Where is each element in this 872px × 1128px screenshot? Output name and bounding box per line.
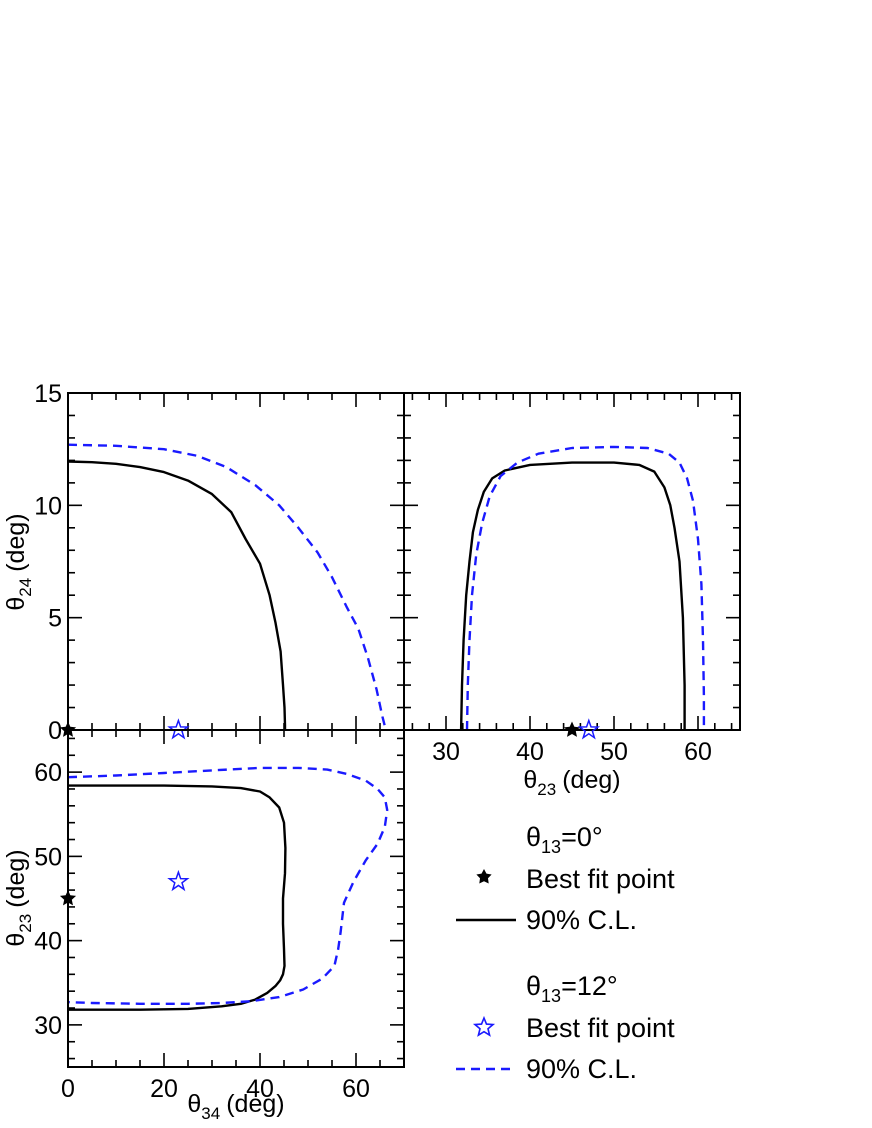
panel-bl-xtick-labels: 0 20 40 60 (61, 1075, 370, 1103)
best-fit-star-filled (59, 890, 77, 906)
legend-title-theta13-0: θ13=0° (526, 822, 603, 857)
x-tick-label: 30 (432, 738, 460, 766)
y-tick-label: 10 (34, 492, 62, 520)
panel-bl-y-axis-title: θ23(deg) (2, 849, 35, 946)
panel-bl-ticks (67, 730, 405, 1067)
panel_tl-solid-contour (67, 460, 287, 730)
x-tick-label: 50 (600, 738, 628, 766)
best-fit-star-filled (563, 721, 581, 737)
panel-tr-x-axis-title: θ23 (deg) (523, 766, 620, 799)
x-tick-label: 20 (150, 1075, 178, 1103)
x-tick-label: 40 (516, 738, 544, 766)
panel-bl-series (67, 766, 389, 1011)
panel-tr-series (459, 445, 706, 731)
panel-theta34-theta23: 0 20 40 60 30 40 50 60 θ34 (deg) θ23(deg) (2, 729, 405, 1123)
legend-open-star-icon (472, 1015, 496, 1037)
panel-tr-frame (403, 392, 741, 731)
legend: θ13=0° Best fit point 90% C.L. θ13=12° B… (456, 822, 675, 1084)
legend-best-fit-label-1: Best fit point (526, 864, 675, 894)
panel-bl-ytick-labels: 30 40 50 60 (34, 759, 62, 1040)
panel_tl-dashed-contour (67, 443, 387, 731)
panel-tr-points (563, 718, 601, 740)
panel-bl-points (59, 869, 190, 906)
panel-bl-frame (67, 729, 405, 1068)
y-tick-label: 60 (34, 759, 62, 787)
panel_bl-dashed-contour (67, 766, 389, 1005)
x-tick-label: 60 (342, 1075, 370, 1103)
panel_tr-dashed-contour (465, 445, 706, 731)
panel_bl-solid-contour (68, 784, 287, 1011)
best-fit-star-open (167, 718, 190, 740)
x-tick-label: 40 (246, 1075, 274, 1103)
panel-tl-frame (67, 392, 405, 731)
panel-theta34-theta24: 0 5 10 15 θ24(deg) (2, 380, 405, 745)
panel-tl-series (67, 443, 387, 731)
y-tick-label: 0 (48, 717, 62, 745)
legend-cl-label-2: 90% C.L. (526, 1054, 637, 1084)
legend-cl-label-1: 90% C.L. (526, 905, 637, 935)
panel-tl-y-axis-title: θ24(deg) (2, 513, 35, 610)
panel-tl-ytick-labels: 0 5 10 15 (34, 380, 62, 745)
best-fit-star-open (167, 869, 190, 892)
panel-tr-ticks (404, 392, 740, 731)
best-fit-star-open (577, 718, 601, 740)
y-tick-label: 15 (34, 380, 62, 408)
panel-tr-xtick-labels: 30 40 50 60 (432, 738, 712, 766)
panel-theta23-theta24: 30 40 50 60 θ23 (deg) (403, 392, 741, 799)
x-tick-label: 60 (684, 738, 712, 766)
y-tick-label: 5 (48, 605, 62, 633)
legend-filled-star-icon (476, 869, 492, 884)
legend-best-fit-label-2: Best fit point (526, 1013, 675, 1043)
y-tick-label: 30 (34, 1012, 62, 1040)
y-tick-label: 40 (34, 928, 62, 956)
legend-title-theta13-12: θ13=12° (526, 971, 618, 1006)
panel-bl-x-axis-title: θ34 (deg) (187, 1090, 284, 1123)
panel-tl-ticks (67, 392, 405, 731)
x-tick-label: 0 (61, 1075, 75, 1103)
panel_tr-solid-contour (459, 461, 686, 731)
y-tick-label: 50 (34, 843, 62, 871)
